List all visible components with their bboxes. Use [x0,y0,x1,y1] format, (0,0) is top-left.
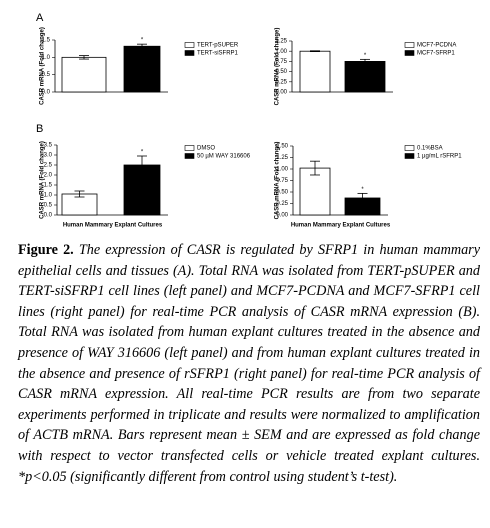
y-tick-label: 1.50 [276,144,288,150]
bar [61,56,107,93]
error-bar [79,55,89,60]
legend-swatch [404,153,415,159]
y-axis-label: CASR mRNA (Fold change) [40,141,46,219]
y-tick-label: 1.25 [275,39,287,45]
error-bar [137,43,147,49]
panel-label: A [36,12,44,24]
error-bar [310,160,320,176]
legend-label: TERT-siSFRP1 [197,51,239,57]
x-axis-label: Human Mammary Explant Cultures [291,223,391,229]
caption: Figure 2. The expression of CASR is regu… [18,240,480,487]
y-tick-label: 0.00 [276,213,288,219]
y-axis-label: CASR mRNA (Fold change) [275,142,281,220]
legend-label: 1 µg/mL rSFRP1 [417,154,462,160]
y-tick-label: 0.00 [275,90,287,96]
error-bar [357,192,368,203]
bar [299,167,331,216]
legend-swatch [184,50,195,56]
y-tick-label: 2.0 [44,173,53,179]
y-tick-label: 2.5 [44,163,53,169]
legend-label: TERT-pSUPER [197,43,239,49]
legend-label: MCF7-SFRP1 [417,51,455,57]
y-tick-label: 3.0 [44,153,53,159]
error-bar [360,58,370,64]
legend-swatch [404,42,415,48]
legend-swatch [404,145,415,151]
annotation: * [141,38,144,44]
y-tick-label: 0.75 [275,59,287,65]
y-tick-label: 0.50 [275,69,287,75]
y-tick-label: 1.00 [276,167,288,173]
legend-swatch [404,50,415,56]
y-tick-label: 0.25 [275,79,287,85]
error-bar [310,50,320,53]
y-tick-label: 0.5 [44,203,53,209]
legend-label: 50 µM WAY 316606 [197,154,251,160]
legend-swatch [184,42,195,48]
legend-label: 0.1%BSA [417,146,443,152]
legend-label: DMSO [197,146,215,152]
legend-swatch [184,145,195,151]
y-tick-label: 1.0 [42,55,51,61]
y-tick-label: 0.0 [42,90,51,96]
y-tick-label: 3.5 [44,143,53,149]
y-tick-label: 0.50 [276,190,288,196]
y-tick-label: 1.00 [275,49,287,55]
y-tick-label: 0.5 [42,72,51,78]
bar [123,45,161,93]
y-tick-label: 1.5 [42,38,51,44]
y-axis-label: CASR mRNA (Fold change) [275,28,281,106]
annotation: * [141,150,144,156]
legend-label: MCF7-PCDNA [417,43,456,49]
caption-text: The expression of CASR is regulated by S… [18,242,480,485]
y-tick-label: 1.5 [44,183,53,189]
annotation: * [364,53,367,59]
y-tick-label: 0.75 [276,178,288,184]
x-axis-label: Human Mammary Explant Cultures [63,223,163,229]
y-tick-label: 0.25 [276,201,288,207]
bar [344,61,386,93]
y-tick-label: 0.0 [44,213,53,219]
y-axis-label: CASR mRNA (Fold change) [40,27,46,105]
error-bar [74,190,85,198]
legend-swatch [184,153,195,159]
annotation: * [361,187,364,193]
y-tick-label: 1.25 [276,155,288,161]
panel-label: B [36,123,43,135]
y-tick-label: 1.0 [44,193,53,199]
error-bar [137,155,147,175]
bar [299,50,331,93]
caption-label: Figure 2. [18,242,74,258]
